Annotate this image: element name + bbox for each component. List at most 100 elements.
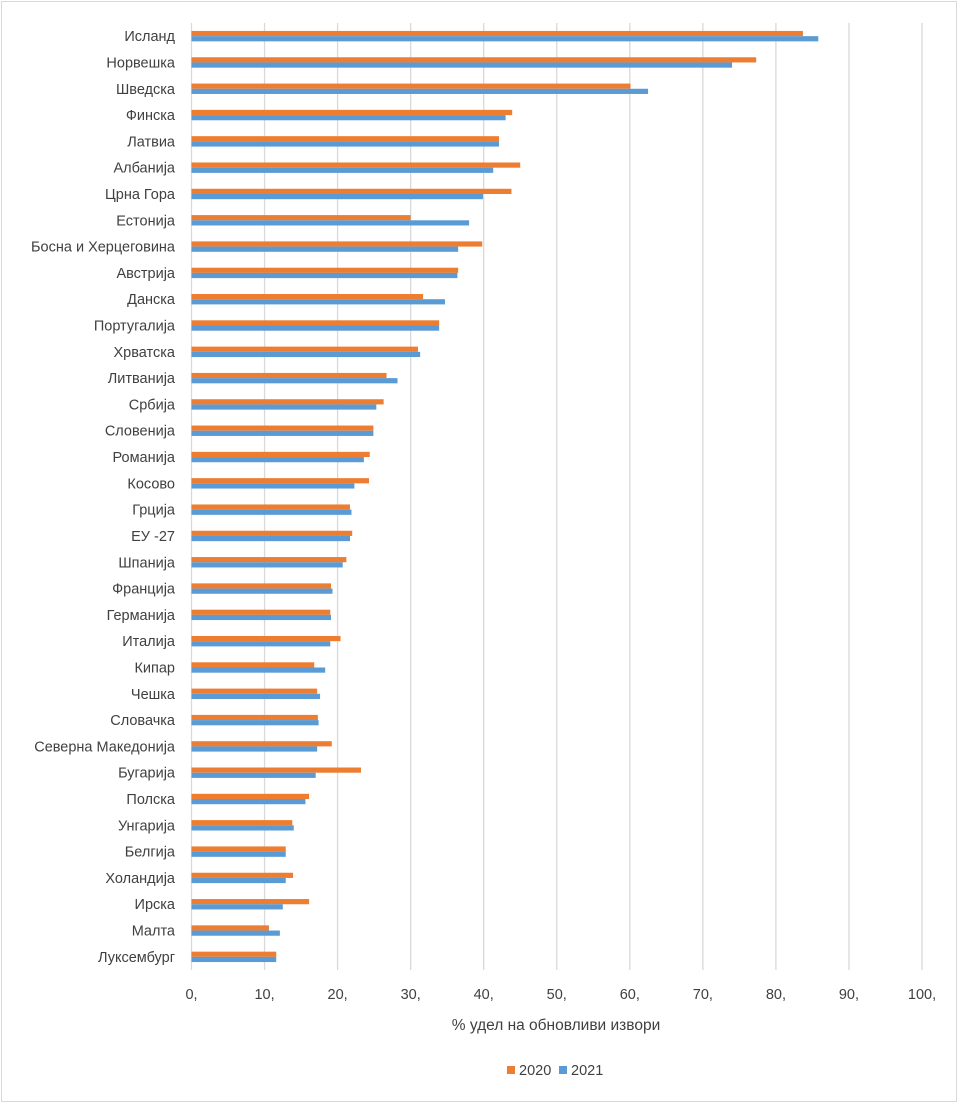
bar-2021	[191, 904, 283, 910]
bar-2020	[191, 162, 521, 168]
category-label: Австрија	[116, 266, 175, 282]
bar-2021	[191, 378, 398, 384]
bar-2021	[191, 141, 500, 147]
bar-2020	[191, 320, 440, 326]
bar-2021	[191, 720, 319, 726]
bar-2020	[191, 714, 318, 721]
category-label: Кипар	[134, 660, 175, 676]
bar-2020	[191, 872, 294, 878]
bar-2020	[191, 609, 331, 615]
bar-2021	[191, 799, 306, 805]
bar-2020	[191, 504, 351, 510]
legend-swatch-2021	[559, 1066, 567, 1074]
bar-2021	[191, 88, 649, 94]
bar-2021	[191, 483, 355, 489]
category-label: Унгарија	[118, 818, 176, 834]
category-label: Албанија	[113, 161, 175, 177]
bar-2020	[191, 793, 310, 800]
category-label: Естонија	[116, 213, 176, 229]
legend-label-2021: 2021	[571, 1063, 603, 1079]
category-label: Чешка	[131, 687, 176, 703]
bar-2021	[191, 220, 470, 226]
bar-2020	[191, 820, 293, 826]
x-tick-label: 100,	[908, 987, 936, 1003]
category-label: Латвиа	[127, 134, 176, 150]
x-tick-label: 60,	[620, 987, 640, 1003]
bar-2020	[191, 451, 370, 458]
bar-2021	[191, 614, 332, 621]
bar-2020	[191, 346, 418, 352]
bar-2021	[191, 430, 374, 436]
category-label: Малта	[132, 924, 176, 940]
x-tick-label: 20,	[328, 987, 348, 1003]
category-label: Словенија	[105, 424, 176, 440]
category-label: Бугарија	[118, 766, 176, 782]
bar-2021	[191, 115, 506, 121]
category-label: Данска	[127, 292, 176, 308]
bar-2020	[191, 57, 757, 63]
bar-2021	[191, 693, 321, 699]
legend: 2020 2021	[507, 1063, 603, 1079]
bar-2020	[191, 951, 277, 957]
x-tick-label: 50,	[547, 987, 567, 1003]
bar-2020	[191, 478, 370, 484]
bar-2020	[191, 688, 318, 694]
bar-2021	[191, 772, 316, 778]
x-tick-label: 70,	[693, 987, 713, 1003]
x-tick-label: 10,	[254, 987, 274, 1003]
category-label: Португалија	[94, 319, 176, 335]
x-tick-labels: 0, 10, 20, 30, 40, 50, 60, 70, 80, 90, 100,	[185, 987, 936, 1003]
bar-2021	[191, 930, 280, 936]
bar-2020	[191, 136, 500, 142]
bar-2020	[191, 635, 341, 642]
bar-2021	[191, 246, 459, 252]
category-label: Белгија	[125, 845, 176, 861]
bar-2021	[191, 746, 318, 752]
bar-2020	[191, 583, 332, 589]
bar-2021	[191, 535, 351, 542]
category-label: Црна Гора	[105, 187, 176, 203]
gridlines	[190, 23, 923, 970]
bar-2020	[191, 425, 374, 431]
bar-2021	[191, 404, 377, 410]
category-label: Литванија	[108, 371, 176, 387]
category-label: Хрватска	[114, 345, 176, 361]
category-label: Грција	[132, 503, 176, 519]
bar-2020	[191, 530, 353, 536]
x-tick-label: 30,	[401, 987, 421, 1003]
category-label: Косово	[127, 476, 175, 492]
category-label: Шведска	[116, 82, 176, 98]
bar-2020	[191, 241, 483, 247]
category-label: Словачка	[110, 713, 176, 729]
legend-swatch-2020	[507, 1066, 515, 1074]
x-tick-label: 40,	[474, 987, 494, 1003]
category-label: Исланд	[124, 29, 175, 45]
bar-2021	[191, 457, 364, 463]
category-label: Германија	[107, 608, 176, 624]
category-label: Луксембург	[98, 950, 175, 966]
bar-2020	[191, 741, 332, 747]
category-label: ЕУ -27	[131, 529, 175, 545]
bar-2021	[191, 325, 440, 331]
category-label: Шпанија	[118, 555, 176, 571]
bar-2021	[191, 667, 326, 673]
bars	[191, 30, 819, 963]
bar-2021	[191, 351, 421, 358]
x-tick-label: 90,	[839, 987, 859, 1003]
bar-2020	[191, 188, 512, 194]
bar-2020	[191, 767, 361, 773]
bar-2021	[191, 641, 331, 647]
category-label: Финска	[126, 108, 176, 124]
bar-2020	[191, 925, 269, 931]
category-label: Холандија	[105, 871, 176, 887]
bar-2020	[191, 109, 513, 116]
bar-2020	[191, 215, 411, 221]
bar-2021	[191, 562, 343, 568]
bar-2020	[191, 267, 459, 273]
bar-2021	[191, 167, 494, 173]
category-label: Ирска	[135, 897, 176, 913]
category-label: Полска	[126, 792, 176, 808]
bar-2021	[191, 956, 277, 963]
